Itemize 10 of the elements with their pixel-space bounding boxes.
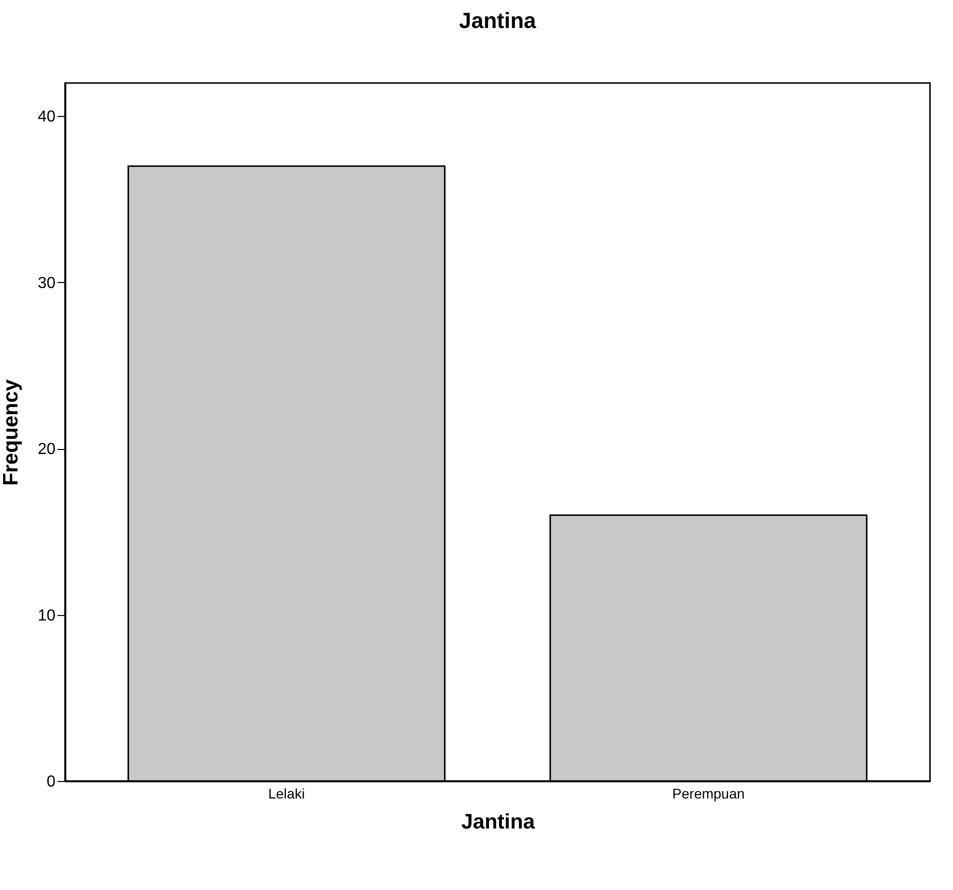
x-tick-label: Lelaki	[268, 786, 305, 802]
y-tick-label: 40	[38, 108, 56, 126]
y-tick-label: 20	[38, 441, 56, 458]
y-axis-title: Frequency	[0, 379, 23, 486]
y-tick-label: 10	[38, 607, 56, 624]
x-axis-title: Jantina	[461, 810, 536, 834]
chart-title: Jantina	[458, 8, 537, 33]
x-tick-label: Perempuan	[672, 786, 745, 802]
y-tick-label: 30	[38, 274, 56, 292]
y-tick-label: 0	[46, 774, 56, 790]
